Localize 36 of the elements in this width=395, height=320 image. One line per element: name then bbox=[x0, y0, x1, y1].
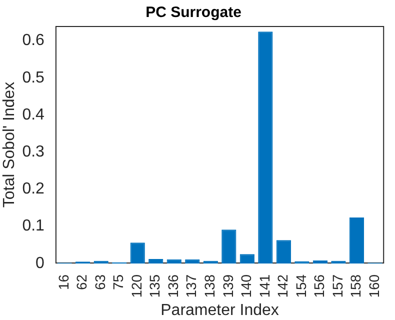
bar bbox=[349, 217, 364, 264]
bar bbox=[130, 242, 145, 264]
x-axis-title: Parameter Index bbox=[160, 302, 279, 319]
y-tick-label: 0.3 bbox=[22, 144, 45, 161]
x-tick-label: 63 bbox=[92, 274, 108, 290]
y-tick-label: 0.6 bbox=[22, 32, 45, 50]
x-tick-label: 75 bbox=[110, 274, 126, 290]
x-tick-label: 62 bbox=[74, 274, 90, 290]
x-tick-label: 142 bbox=[274, 274, 291, 298]
y-tick-label: 0.4 bbox=[22, 106, 45, 124]
x-tick-label: 139 bbox=[220, 274, 236, 298]
bar bbox=[166, 259, 182, 264]
x-tick-label: 16 bbox=[55, 274, 72, 290]
x-tick-label: 120 bbox=[128, 274, 144, 298]
x-tick-label: 160 bbox=[366, 274, 382, 298]
chart-title: PC Surrogate bbox=[146, 4, 242, 22]
x-tick-label: 135 bbox=[146, 274, 163, 298]
y-tick-label: 0.2 bbox=[22, 180, 45, 198]
y-tick-label: 0.1 bbox=[22, 218, 45, 235]
bar bbox=[185, 259, 200, 264]
x-tick-label: 154 bbox=[292, 274, 309, 298]
y-tick-label: 0 bbox=[36, 254, 45, 272]
x-tick-label: 156 bbox=[311, 274, 328, 298]
bar bbox=[258, 32, 273, 264]
y-tick-label: 0.5 bbox=[22, 69, 45, 86]
x-tick-label: 138 bbox=[202, 274, 218, 298]
bar bbox=[148, 258, 164, 264]
x-tick-label: 141 bbox=[256, 274, 272, 298]
x-tick-label: 137 bbox=[183, 274, 200, 298]
y-axis-title: Total Sobol' Index bbox=[1, 82, 18, 208]
x-tick-label: 157 bbox=[329, 274, 346, 298]
x-tick-label: 140 bbox=[238, 274, 254, 298]
bar bbox=[222, 230, 236, 264]
x-tick-label: 158 bbox=[348, 274, 364, 298]
bar bbox=[276, 240, 291, 264]
x-tick-label: 136 bbox=[164, 274, 181, 298]
